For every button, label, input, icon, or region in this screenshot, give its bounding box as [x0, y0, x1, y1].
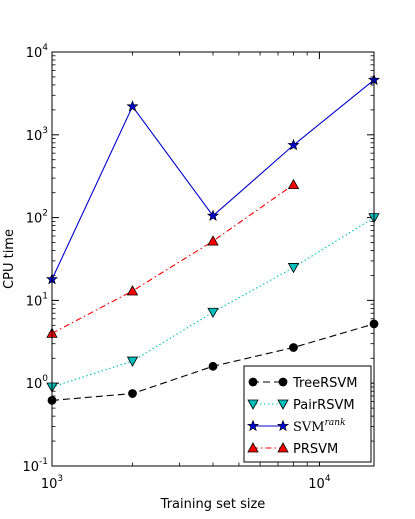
legend-label: SVMrank	[293, 418, 346, 435]
legend: TreeRSVM PairRSVM SVMrank PRSVM	[243, 365, 372, 463]
axis-ticks	[51, 51, 374, 467]
data-point	[207, 235, 219, 246]
x-tick-label: 103	[41, 474, 63, 492]
y-axis-label: CPU time	[2, 229, 17, 289]
legend-entry-treersvm: TreeRSVM	[248, 376, 357, 391]
legend-entry-pairrsvm: PairRSVM	[247, 398, 355, 413]
y-tick-label: 104	[26, 43, 49, 61]
series-svm	[45, 73, 381, 285]
legend-marker	[246, 419, 260, 432]
x-axis-label: Training set size	[160, 497, 266, 512]
legend-label: PairRSVM	[293, 398, 355, 413]
legend-marker	[247, 399, 259, 410]
data-point	[206, 209, 220, 221]
data-point	[287, 178, 300, 190]
y-tick-label: 103	[26, 126, 48, 144]
legend-entry-svm: SVMrank	[246, 418, 346, 435]
legend-marker	[247, 442, 259, 453]
y-tick-label: 102	[26, 209, 48, 227]
legend-marker	[276, 419, 290, 432]
legend-entry-prsvm: PRSVM	[247, 442, 338, 457]
legend-label: PRSVM	[293, 442, 338, 457]
data-point	[287, 138, 300, 151]
data-point	[126, 356, 139, 367]
x-tick-label: 104	[308, 474, 331, 492]
y-tick-label: 100	[26, 374, 49, 392]
series-treersvm	[47, 319, 379, 405]
data-point	[128, 389, 137, 398]
data-point	[289, 343, 298, 352]
y-tick-label: 101	[26, 291, 48, 309]
series-line	[51, 184, 294, 334]
series-layer	[45, 73, 381, 405]
data-point	[126, 100, 139, 112]
series-prsvm	[46, 178, 300, 338]
legend-marker	[277, 442, 289, 453]
data-point	[126, 285, 139, 296]
legend-label: TreeRSVM	[292, 376, 357, 391]
series-line	[51, 79, 375, 280]
y-tick-label: 10-1	[22, 457, 48, 475]
data-point	[207, 307, 219, 319]
legend-marker	[248, 377, 258, 387]
plot-frame	[51, 51, 375, 467]
data-point	[208, 361, 218, 371]
tick-labels: 10-1 100 101 102 103 104 103 104	[22, 43, 330, 492]
legend-marker	[278, 377, 288, 387]
legend-marker	[277, 399, 289, 410]
series-line	[51, 217, 375, 388]
data-point	[287, 263, 300, 274]
